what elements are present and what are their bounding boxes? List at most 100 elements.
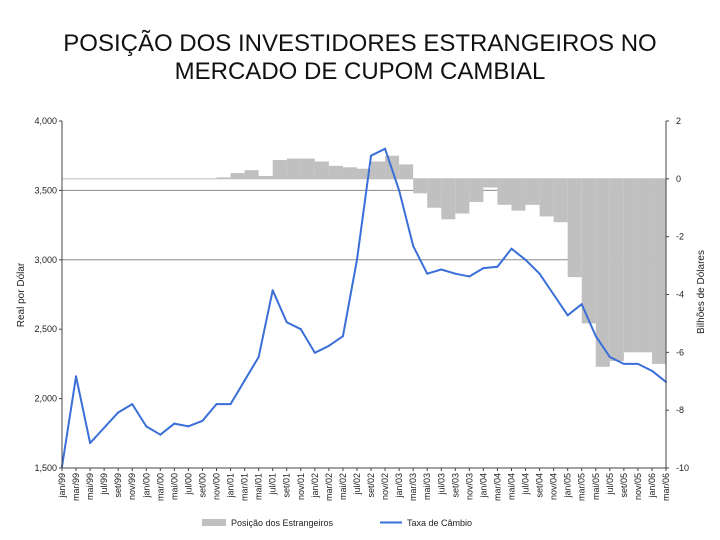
legend-line-label: Taxa de Câmbio bbox=[407, 518, 472, 528]
y-right-tick-label: -6 bbox=[676, 347, 684, 357]
area-bar bbox=[413, 178, 428, 194]
x-tick-label: nov/01 bbox=[296, 473, 306, 500]
area-bar bbox=[455, 178, 470, 214]
area-bar bbox=[399, 164, 414, 179]
area-bar bbox=[441, 178, 456, 220]
area-bar bbox=[244, 170, 259, 179]
y-right-tick-label: 0 bbox=[676, 174, 681, 184]
y-axis-right-label: Bilhões de Dólares bbox=[696, 250, 707, 334]
line-segment bbox=[187, 419, 204, 428]
line-segment bbox=[201, 403, 218, 422]
y-left-tick-label: 3,500 bbox=[34, 185, 57, 195]
y-axis-left-label: Real por Dólar bbox=[16, 262, 27, 327]
x-tick-label: jan/00 bbox=[141, 473, 151, 499]
x-tick-label: nov/00 bbox=[212, 473, 222, 500]
foreign-position-area-series bbox=[216, 155, 666, 367]
x-tick-label: set/03 bbox=[450, 473, 460, 498]
line-segment bbox=[229, 379, 246, 406]
line-segment bbox=[299, 328, 316, 354]
area-bar bbox=[525, 178, 540, 205]
y-left-tick-label: 3,000 bbox=[34, 255, 57, 265]
line-segment bbox=[510, 247, 527, 261]
area-bar bbox=[272, 160, 287, 179]
x-tick-label: set/99 bbox=[113, 473, 123, 498]
area-bar bbox=[553, 178, 568, 223]
x-tick-label: nov/02 bbox=[380, 473, 390, 500]
area-bar bbox=[314, 161, 329, 179]
x-tick-label: jan/03 bbox=[394, 473, 404, 499]
line-segment bbox=[61, 375, 78, 468]
area-bar bbox=[609, 178, 624, 362]
area-bar bbox=[230, 173, 245, 179]
area-bar bbox=[300, 158, 315, 179]
area-bar bbox=[623, 178, 638, 353]
y-left-tick-label: 4,000 bbox=[34, 116, 57, 126]
line-segment bbox=[313, 344, 330, 354]
x-tick-label: mai/03 bbox=[422, 473, 432, 500]
x-tick-label: nov/04 bbox=[549, 473, 559, 500]
line-segment bbox=[538, 272, 555, 296]
x-tick-label: jul/04 bbox=[521, 473, 531, 496]
line-segment bbox=[482, 265, 499, 270]
legend-area-label: Posição dos Estrangeiros bbox=[231, 518, 334, 528]
area-bar bbox=[511, 178, 526, 211]
area-bar bbox=[567, 178, 582, 278]
line-segment bbox=[117, 403, 134, 414]
area-bar bbox=[581, 178, 596, 324]
line-segment bbox=[580, 303, 597, 338]
x-tick-label: nov/03 bbox=[464, 473, 474, 500]
x-tick-label: mar/05 bbox=[577, 473, 587, 501]
line-segment bbox=[243, 355, 260, 382]
x-tick-label: mar/01 bbox=[240, 473, 250, 501]
x-tick-label: set/02 bbox=[366, 473, 376, 498]
line-segment bbox=[285, 321, 302, 331]
line-segment bbox=[566, 303, 583, 317]
area-bar bbox=[497, 178, 512, 205]
area-bar bbox=[651, 178, 666, 364]
x-tick-label: mar/06 bbox=[661, 473, 671, 501]
line-segment bbox=[341, 258, 358, 338]
x-tick-label: set/05 bbox=[619, 473, 629, 498]
x-tick-label: jul/99 bbox=[99, 473, 109, 496]
line-segment bbox=[89, 426, 106, 445]
area-bar bbox=[637, 178, 652, 353]
x-tick-label: jul/00 bbox=[183, 473, 193, 496]
slide-title-line-2: MERCADO DE CUPOM CAMBIAL bbox=[174, 58, 546, 85]
x-tick-label: mar/03 bbox=[408, 473, 418, 501]
area-bar bbox=[539, 178, 554, 217]
x-tick-label: nov/05 bbox=[633, 473, 643, 500]
slide-title-line-1: POSIÇÃO DOS INVESTIDORES ESTRANGEIROS NO bbox=[63, 30, 657, 57]
x-tick-label: mai/99 bbox=[85, 473, 95, 500]
x-tick-label: mar/04 bbox=[492, 473, 502, 501]
line-segment bbox=[552, 293, 569, 317]
x-tick-label: set/00 bbox=[197, 473, 207, 498]
x-tick-label: mai/00 bbox=[169, 473, 179, 500]
exchange-rate-line-series bbox=[61, 147, 667, 468]
line-segment bbox=[440, 268, 457, 275]
x-tick-label: mai/02 bbox=[338, 473, 348, 500]
y-right-tick-label: 2 bbox=[676, 116, 681, 126]
y-right-tick-label: -4 bbox=[676, 290, 684, 300]
line-segment bbox=[454, 272, 471, 278]
x-tick-label: jan/01 bbox=[226, 473, 236, 499]
line-segment bbox=[608, 355, 625, 365]
line-segment bbox=[412, 244, 429, 275]
area-bar bbox=[469, 178, 484, 202]
x-tick-label: jul/01 bbox=[268, 473, 278, 496]
x-tick-label: set/01 bbox=[282, 473, 292, 498]
line-segment bbox=[159, 422, 176, 436]
line-segment bbox=[103, 411, 120, 429]
line-segment bbox=[257, 289, 274, 358]
area-bar bbox=[483, 178, 498, 188]
y-left-tick-label: 2,000 bbox=[34, 394, 57, 404]
x-tick-label: jan/99 bbox=[57, 473, 67, 499]
x-tick-label: jan/04 bbox=[478, 473, 488, 499]
area-bar bbox=[342, 167, 357, 179]
area-bar bbox=[258, 175, 273, 179]
y-right-tick-label: -2 bbox=[676, 232, 684, 242]
line-segment bbox=[75, 375, 92, 445]
line-segment bbox=[398, 189, 415, 247]
line-segment bbox=[650, 369, 667, 383]
legend-area-swatch bbox=[202, 519, 226, 526]
area-bar bbox=[328, 165, 343, 179]
